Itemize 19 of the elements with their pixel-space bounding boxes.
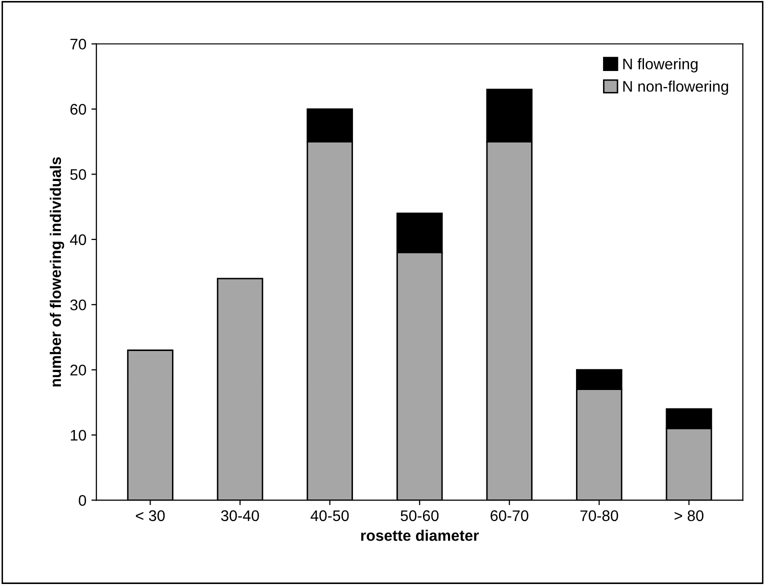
y-tick-label: 10 (70, 430, 86, 441)
legend-label: N non-flowering (623, 80, 728, 95)
y-tick-label: 40 (70, 234, 86, 246)
y-tick-label: 20 (70, 364, 86, 376)
x-axis-title: rosette diameter (361, 530, 479, 541)
x-tick-label: < 30 (136, 510, 165, 522)
x-tick-label: 70-80 (580, 510, 618, 522)
x-tick-label: 50-60 (400, 510, 439, 522)
y-tick-label: 70 (70, 38, 86, 50)
y-tick-label: 60 (70, 104, 86, 115)
y-tick-label: 50 (70, 169, 86, 180)
y-tick-label: 30 (70, 299, 86, 310)
x-tick-label: 30-40 (221, 510, 259, 522)
y-tick-label: 0 (78, 495, 86, 506)
x-tick-label: 60-70 (490, 510, 528, 522)
x-tick-label: 40-50 (310, 510, 349, 522)
legend-label: N flowering (623, 58, 698, 72)
y-axis-title: number of flowering individuals (50, 157, 64, 386)
x-tick-label: > 80 (674, 510, 704, 522)
